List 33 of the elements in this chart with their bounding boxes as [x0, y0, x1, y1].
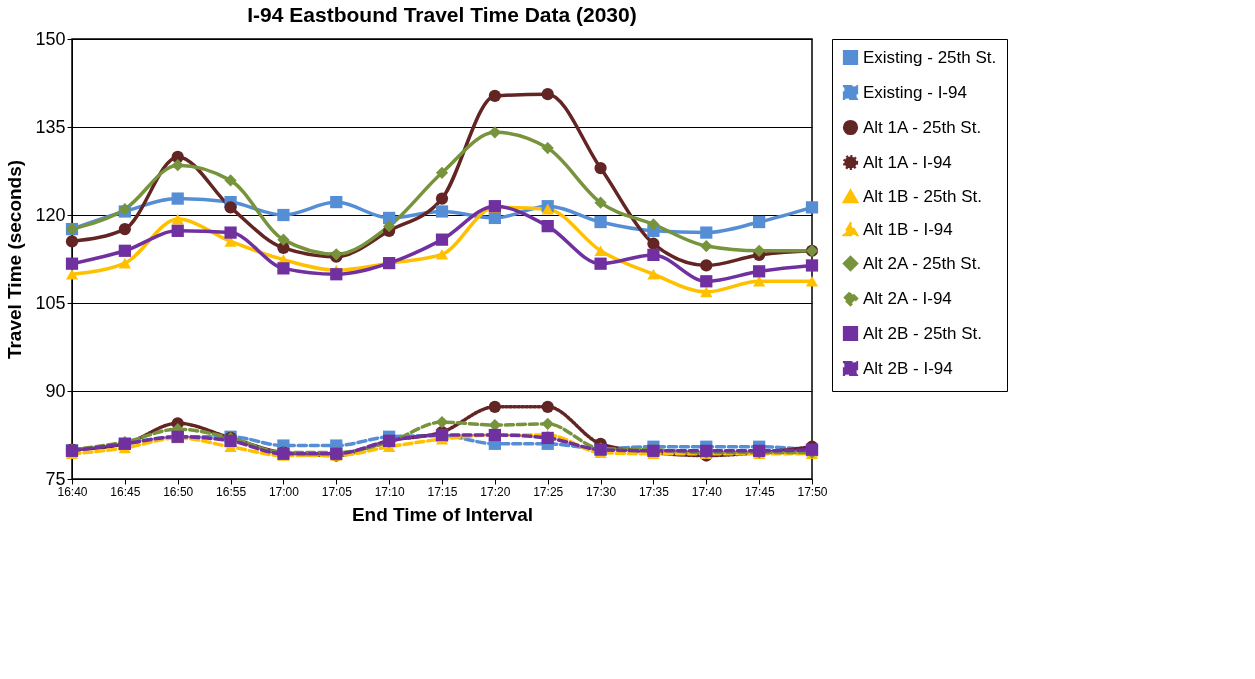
x-tick-label: 17:40	[691, 484, 723, 499]
x-tick-label: 17:15	[427, 484, 458, 499]
x-tick-label: 17:30	[586, 484, 617, 499]
legend-label: Alt 2A - 25th St.	[863, 253, 982, 273]
x-axis-title: End Time of Interval	[351, 503, 534, 525]
legend-label: Alt 2B - 25th St.	[863, 323, 983, 343]
x-tick-label: 16:45	[110, 484, 141, 499]
chart-title: I-94 Eastbound Travel Time Data (2030)	[247, 3, 637, 26]
legend-label: Alt 2B - I-94	[863, 358, 953, 378]
y-axis-title: Travel Time (seconds)	[4, 159, 26, 360]
x-tick-label: 17:50	[797, 484, 828, 499]
legend-label: Alt 1A - 25th St.	[863, 117, 982, 137]
y-tick-label: 105	[35, 292, 66, 313]
legend-label: Existing - I-94	[863, 82, 967, 102]
x-tick-label: 17:10	[374, 484, 405, 499]
x-tick-label: 17:05	[321, 484, 353, 499]
x-tick-label: 16:40	[57, 484, 88, 499]
x-tick-label: 16:55	[216, 484, 247, 499]
x-tick-label: 17:25	[533, 484, 564, 499]
legend-label: Alt 1A - I-94	[863, 152, 952, 172]
x-tick-label: 16:50	[163, 484, 194, 499]
x-tick-label: 17:35	[638, 484, 670, 499]
x-tick-label: 17:45	[744, 484, 775, 499]
legend-label: Alt 1B - 25th St.	[863, 186, 983, 206]
x-tick-label: 17:00	[268, 484, 300, 499]
legend-label: Existing - 25th St.	[863, 47, 997, 67]
y-tick-label: 90	[45, 380, 66, 401]
legend-label: Alt 1B - I-94	[863, 219, 953, 239]
x-tick-label: 17:20	[480, 484, 511, 499]
legend-label: Alt 2A - I-94	[863, 288, 952, 308]
y-tick-label: 150	[35, 28, 66, 49]
y-tick-label: 135	[35, 116, 66, 137]
y-tick-label: 120	[35, 204, 66, 225]
